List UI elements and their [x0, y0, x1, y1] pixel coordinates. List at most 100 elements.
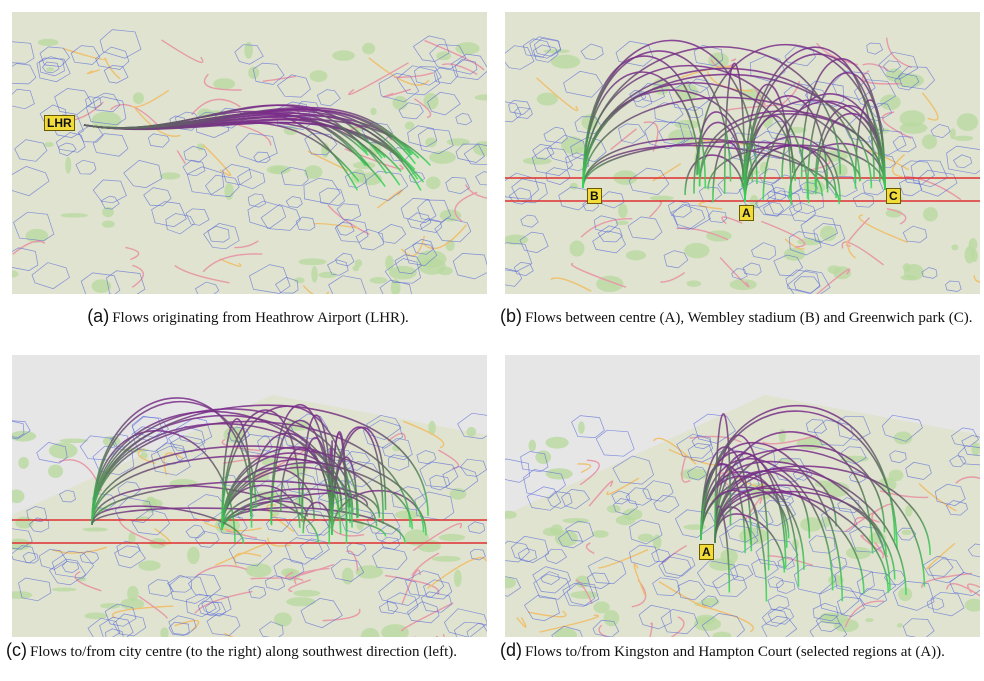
park — [429, 151, 456, 164]
park — [342, 567, 354, 584]
park — [604, 610, 620, 626]
park — [779, 429, 786, 443]
park — [846, 547, 871, 559]
park — [370, 108, 376, 115]
park — [38, 39, 59, 46]
park — [138, 560, 161, 570]
park — [267, 165, 291, 174]
park — [12, 490, 24, 504]
park — [293, 590, 320, 597]
panel-b: B A C — [505, 12, 980, 294]
park — [894, 73, 924, 87]
park — [133, 92, 144, 104]
park — [370, 277, 388, 284]
region — [596, 430, 634, 456]
park — [923, 207, 938, 221]
park — [286, 597, 315, 606]
park — [903, 263, 911, 272]
park — [160, 172, 181, 179]
park — [224, 183, 233, 200]
caption-text: Flows to/from Kingston and Hampton Court… — [525, 644, 945, 660]
park — [687, 280, 702, 287]
location-marker: C — [886, 188, 901, 204]
park — [900, 110, 926, 127]
park — [392, 96, 407, 110]
park — [310, 70, 328, 82]
map-render — [12, 355, 487, 637]
park — [197, 143, 204, 150]
park — [969, 238, 978, 251]
park — [889, 470, 904, 482]
park — [897, 623, 903, 627]
caption-label: (d) — [500, 640, 522, 660]
park — [60, 213, 87, 218]
park — [304, 165, 322, 179]
park — [426, 176, 440, 189]
park — [450, 488, 467, 500]
map-render — [12, 12, 487, 294]
park — [432, 556, 461, 562]
park — [730, 279, 757, 290]
park — [274, 612, 292, 626]
park — [971, 250, 978, 262]
park — [65, 157, 71, 174]
park — [52, 587, 77, 591]
park — [951, 244, 958, 250]
park — [439, 534, 465, 541]
park — [48, 465, 63, 478]
location-marker: A — [739, 205, 754, 221]
park — [894, 431, 913, 444]
panel-a: LHR — [12, 12, 487, 294]
panel-c — [12, 355, 487, 637]
park — [694, 617, 721, 631]
park — [332, 50, 354, 61]
park — [298, 258, 326, 265]
park — [570, 183, 578, 190]
park — [187, 547, 199, 564]
park — [545, 437, 568, 449]
panel-d: A — [505, 355, 980, 637]
park — [352, 265, 359, 271]
caption: (d)Flows to/from Kingston and Hampton Co… — [500, 640, 978, 662]
map-render — [505, 12, 980, 294]
park — [102, 221, 115, 228]
park — [213, 78, 235, 89]
caption: (c)Flows to/from city centre (to the rig… — [6, 640, 484, 662]
park — [680, 468, 710, 479]
park — [650, 196, 674, 201]
caption-label: (c) — [6, 640, 27, 660]
park — [922, 134, 937, 149]
caption: (b)Flows between centre (A), Wembley sta… — [500, 306, 978, 328]
location-marker: LHR — [44, 115, 75, 131]
region — [572, 416, 605, 438]
park — [626, 250, 646, 260]
caption-text: Flows between centre (A), Wembley stadiu… — [525, 310, 973, 326]
page: LHR B A C A (a)Flows originating from Heat… — [0, 0, 984, 681]
park — [820, 226, 837, 241]
park — [466, 427, 476, 437]
park — [311, 266, 318, 283]
park — [425, 138, 437, 148]
park — [618, 204, 628, 218]
park — [901, 530, 911, 535]
park — [18, 457, 29, 469]
park — [455, 42, 479, 54]
caption-text: Flows to/from city centre (to the right)… — [30, 644, 457, 660]
park — [447, 138, 470, 146]
park — [405, 122, 415, 130]
caption: (a)Flows originating from Heathrow Airpo… — [8, 306, 488, 328]
park — [362, 43, 375, 55]
park — [46, 67, 54, 71]
park — [569, 240, 584, 256]
location-marker: B — [587, 188, 602, 204]
caption-text: Flows originating from Heathrow Airport … — [112, 310, 409, 326]
park — [865, 618, 873, 622]
park — [528, 440, 536, 452]
park — [454, 569, 462, 587]
caption-label: (a) — [87, 306, 109, 326]
park — [880, 94, 901, 110]
park — [578, 421, 585, 433]
map-render — [505, 355, 980, 637]
park — [49, 443, 78, 459]
location-marker: A — [699, 544, 714, 560]
